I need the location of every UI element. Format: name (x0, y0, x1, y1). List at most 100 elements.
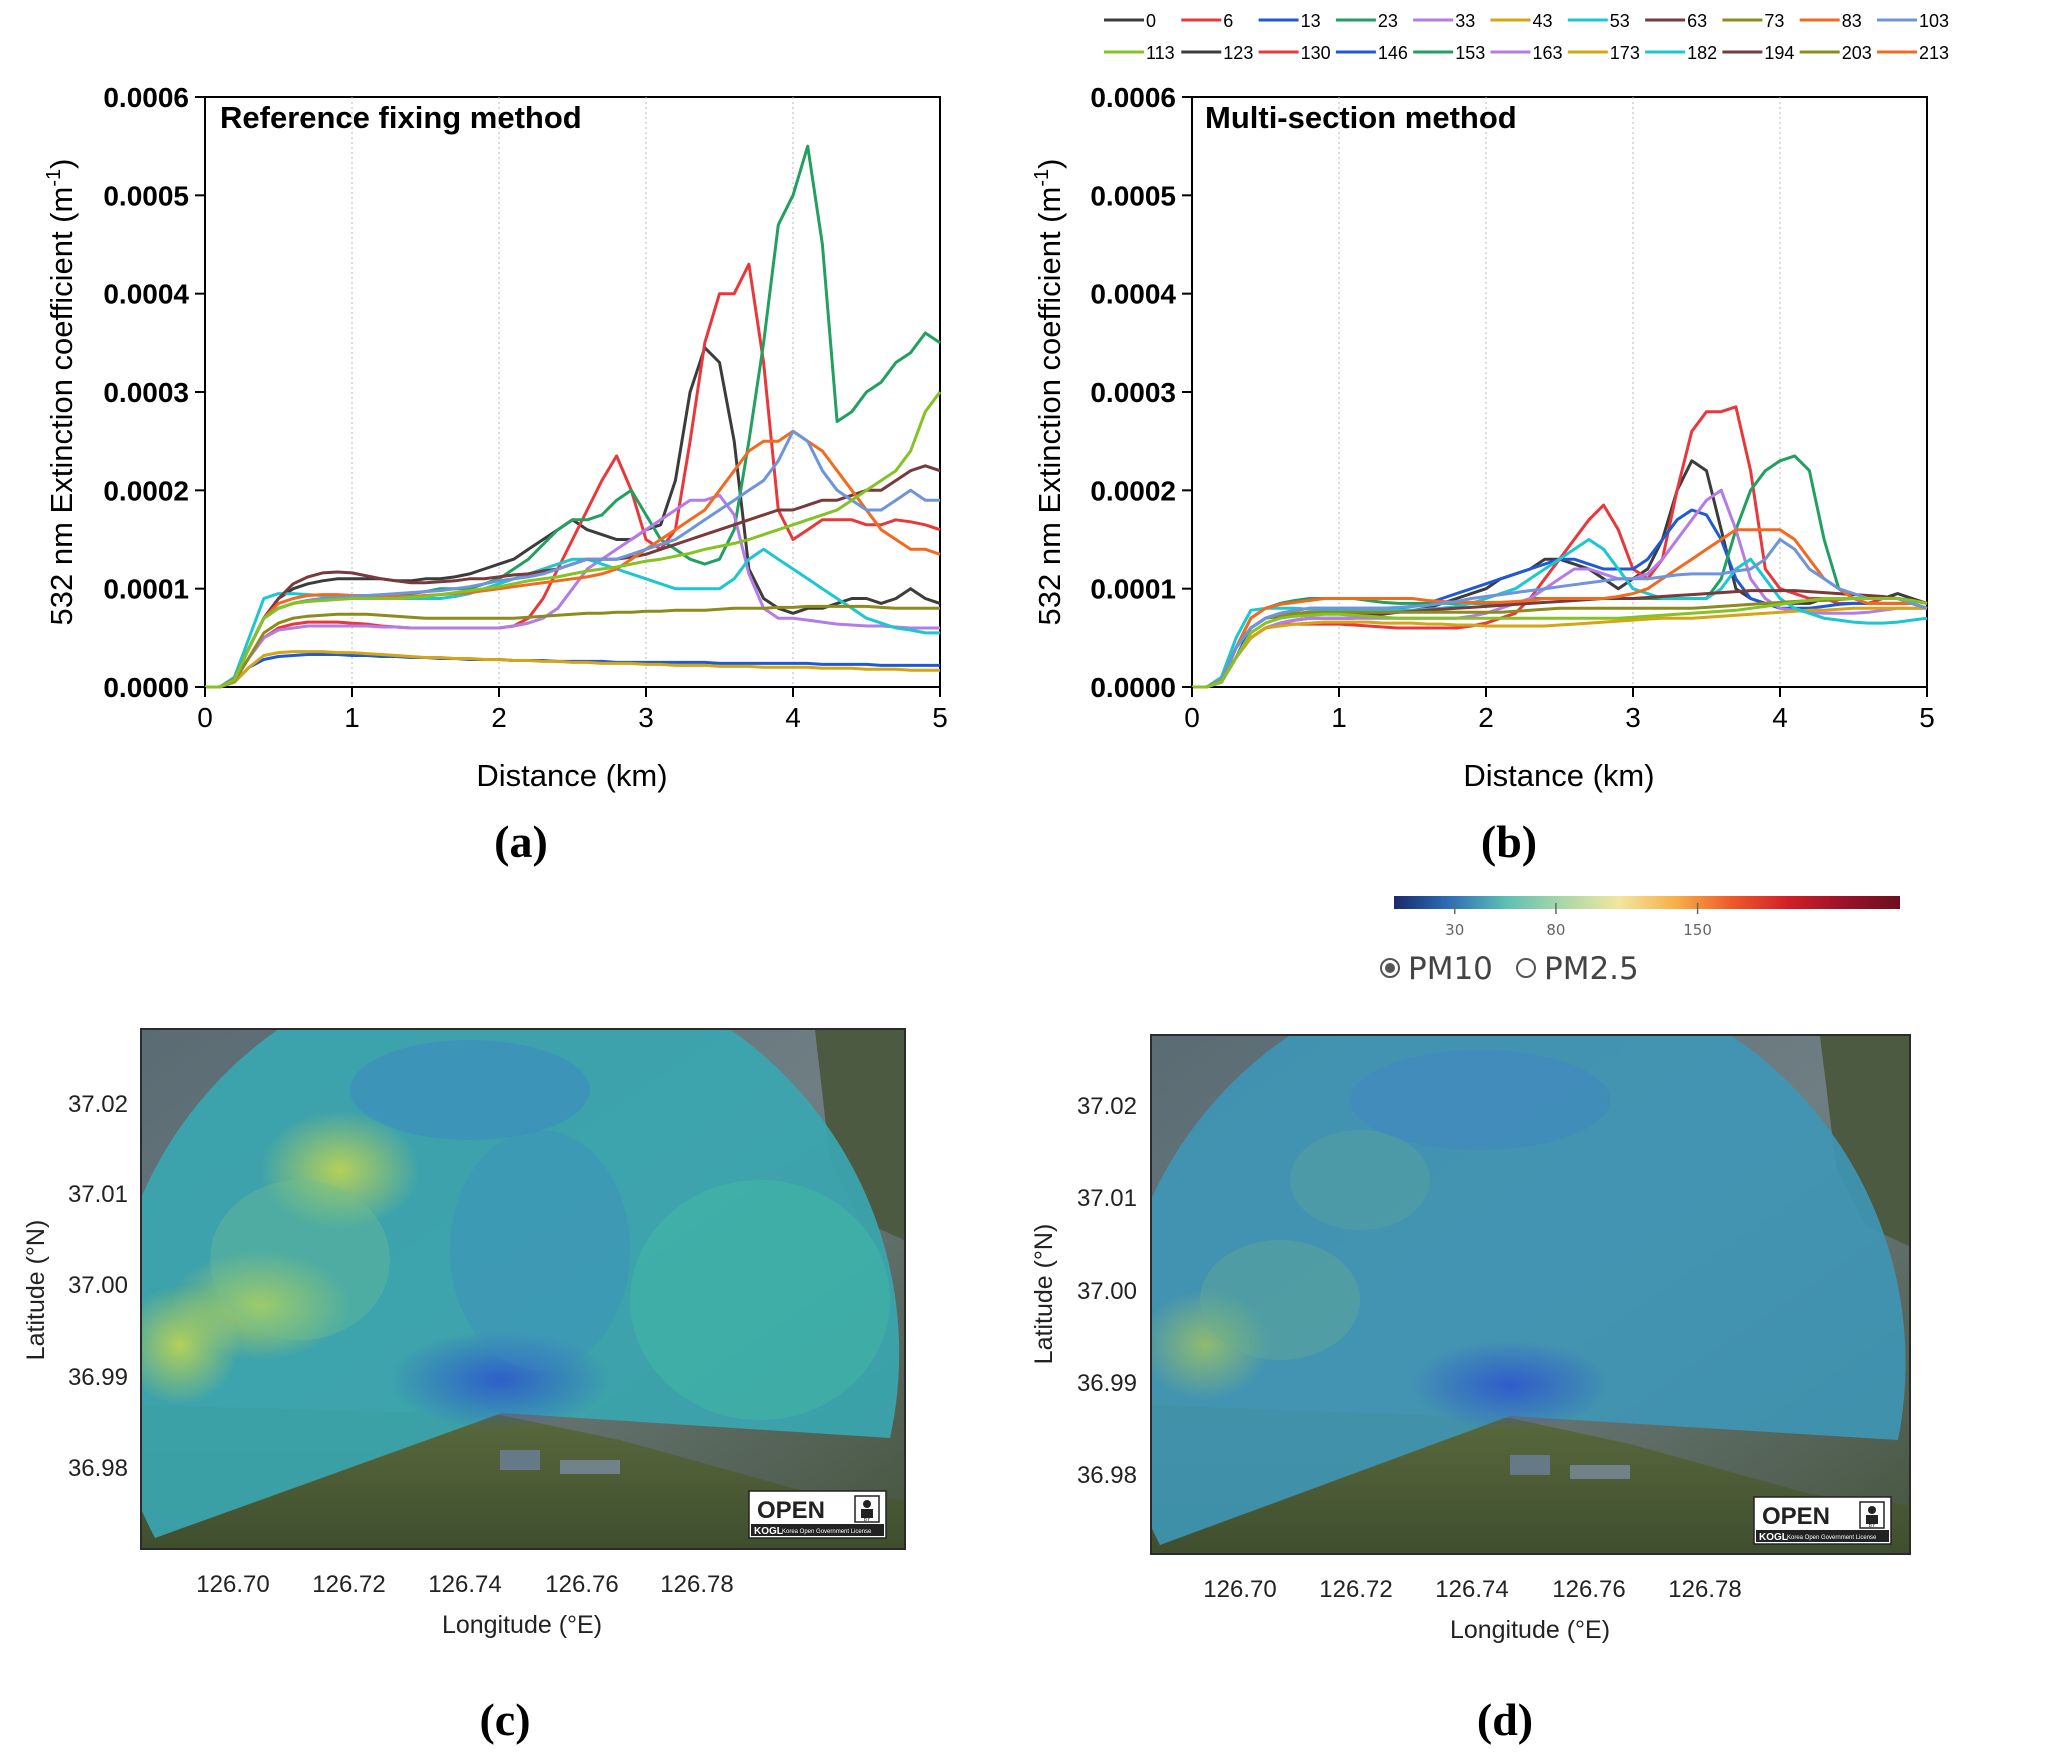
ticks-a: 0 1 2 3 4 5 0.0000 0.0001 0.0002 0.0003 0.0004 0.00… (103, 82, 947, 733)
y-tick-label-b-6: 0.0006 (1090, 82, 1176, 113)
map-panel-d: OPEN KOGL Korea Open Government License … (1030, 1034, 1911, 1745)
y-axis-label-c: Latitude (°N) (22, 1220, 50, 1361)
legend-label-13: 13 (1301, 11, 1321, 31)
radio-pm10[interactable]: PM10 (1380, 951, 1493, 987)
colorbar: 30 80 150 PM10 PM2.5 (1380, 896, 1900, 987)
series-line-a-53 (205, 547, 940, 689)
x-tick-label-a-4: 4 (785, 702, 801, 733)
series-line-a-13 (205, 653, 940, 689)
map-y-tick-c-37.00: 37.00 (68, 1272, 128, 1299)
map-x-tick-c-126.72: 126.72 (312, 1571, 385, 1598)
y-tick-label-a-5: 0.0005 (103, 180, 189, 211)
map-image-c (142, 1030, 904, 1548)
x-tick-label-b-0: 0 (1184, 702, 1200, 733)
series-line-a-6 (205, 262, 941, 689)
y-tick-label-b-2: 0.0002 (1090, 475, 1176, 506)
radio-pm25-label: PM2.5 (1544, 951, 1639, 987)
license-sub-c: KOGL (754, 1526, 783, 1537)
legend-label-63: 63 (1687, 11, 1707, 31)
legend-label-203: 203 (1842, 43, 1872, 63)
map-y-tick-d-37.01: 37.01 (1077, 1185, 1137, 1212)
y-tick-label-b-1: 0.0001 (1090, 574, 1176, 605)
series-line-b-113 (1192, 597, 1928, 689)
map-x-tick-c-126.74: 126.74 (428, 1571, 501, 1598)
y-tick-label-a-0: 0.0000 (103, 672, 189, 703)
ticks-b: 0 1 2 3 4 5 0.0000 0.0001 0.0002 0.0003 0.0004 0.00… (1090, 82, 1934, 733)
map-x-tick-c-126.78: 126.78 (660, 1571, 733, 1598)
map-x-tick-d-126.70: 126.70 (1203, 1576, 1276, 1603)
panel-label-c: (c) (479, 1694, 530, 1745)
legend-label-146: 146 (1378, 43, 1408, 63)
map-y-tick-c-36.99: 36.99 (68, 1364, 128, 1391)
x-axis-label-a: Distance (km) (476, 758, 667, 793)
series-line-b-83 (1192, 528, 1928, 689)
panel-label-d: (d) (1477, 1694, 1533, 1745)
series-line-b-33 (1192, 488, 1927, 689)
series-line-b-6 (1192, 405, 1928, 689)
x-tick-label-a-0: 0 (197, 702, 213, 733)
x-tick-label-b-4: 4 (1772, 702, 1788, 733)
series-line-a-0 (205, 346, 941, 689)
license-sub-d: KOGL (1759, 1532, 1788, 1543)
legend-label-123: 123 (1223, 43, 1253, 63)
y-tick-label-b-5: 0.0005 (1090, 180, 1176, 211)
y-axis-label-d: Latitude (°N) (1030, 1224, 1058, 1365)
radio-pm25-ring[interactable] (1516, 958, 1536, 978)
legend-label-83: 83 (1842, 11, 1862, 31)
legend-label-6: 6 (1223, 11, 1233, 31)
series-line-a-113 (205, 391, 942, 689)
series-lines-b (1192, 405, 1928, 689)
colorbar-tick-label-150: 150 (1683, 921, 1712, 939)
series-line-a-43 (205, 650, 940, 689)
y-tick-label-b-4: 0.0004 (1090, 279, 1176, 310)
x-axis-label-c: Longitude (°E) (442, 1611, 602, 1639)
license-subtext-c: Korea Open Government License (782, 1529, 872, 1535)
legend-label-53: 53 (1610, 11, 1630, 31)
y-tick-label-a-6: 0.0006 (103, 82, 189, 113)
map-x-tick-d-126.76: 126.76 (1552, 1576, 1625, 1603)
series-line-a-103 (205, 429, 940, 689)
series-line-a-33 (205, 493, 940, 689)
legend-label-194: 194 (1764, 43, 1794, 63)
radio-pm25[interactable]: PM2.5 (1516, 951, 1639, 987)
panel-title-a: Reference fixing method (220, 100, 582, 135)
panel-b: 0 1 2 3 4 5 0.0000 0.0001 0.0002 0.0003 0.0004 0.00… (1031, 82, 1935, 867)
y-tick-label-a-3: 0.0003 (103, 377, 189, 408)
map-x-tick-c-126.70: 126.70 (196, 1571, 269, 1598)
map-ticks-d: 126.70 126.72 126.74 126.76 126.78 37.02 37.01… (1077, 1093, 1742, 1603)
panel-label-a: (a) (494, 816, 548, 867)
license-by-c: BY (864, 1517, 871, 1523)
legend: 0 6 13 23 33 43 53 63 73 83 103 113 123 130 146 153 163 1… (1104, 11, 1949, 63)
colorbar-ticks: 30 80 150 (1445, 903, 1712, 939)
legend-label-103: 103 (1919, 11, 1949, 31)
map-y-tick-d-37.00: 37.00 (1077, 1278, 1137, 1305)
map-image-d (1152, 1036, 1909, 1553)
colorbar-tick-label-80: 80 (1546, 921, 1565, 939)
series-line-a-73 (205, 604, 940, 689)
x-tick-label-a-3: 3 (638, 702, 654, 733)
series-line-a-83 (205, 429, 941, 689)
y-axis-label-a: 532 nm Extinction coefficient (m-1) (43, 159, 79, 626)
license-badge-c: OPEN KOGL Korea Open Government License … (748, 1490, 887, 1539)
x-tick-label-a-2: 2 (491, 702, 507, 733)
map-y-tick-d-36.98: 36.98 (1077, 1462, 1137, 1489)
panel-a: 0 1 2 3 4 5 0.0000 0.0001 0.0002 0.0003 0.0004 0.00… (43, 82, 948, 867)
y-tick-label-b-0: 0.0000 (1090, 672, 1176, 703)
y-tick-label-a-2: 0.0002 (103, 475, 189, 506)
x-tick-label-b-1: 1 (1331, 702, 1347, 733)
y-axis-label-b: 532 nm Extinction coefficient (m-1) (1031, 159, 1067, 626)
map-x-tick-c-126.76: 126.76 (545, 1571, 618, 1598)
x-tick-label-a-5: 5 (932, 702, 948, 733)
x-tick-label-a-1: 1 (344, 702, 360, 733)
x-tick-label-b-5: 5 (1919, 702, 1935, 733)
radio-pm10-dot (1385, 963, 1395, 973)
x-axis-label-d: Longitude (°E) (1450, 1616, 1610, 1644)
map-x-tick-d-126.78: 126.78 (1668, 1576, 1741, 1603)
series-line-b-103 (1192, 538, 1928, 689)
legend-label-23: 23 (1378, 11, 1398, 31)
map-y-tick-d-36.99: 36.99 (1077, 1370, 1137, 1397)
legend-label-73: 73 (1764, 11, 1784, 31)
license-word-d: OPEN (1762, 1503, 1830, 1530)
map-x-tick-d-126.72: 126.72 (1319, 1576, 1392, 1603)
